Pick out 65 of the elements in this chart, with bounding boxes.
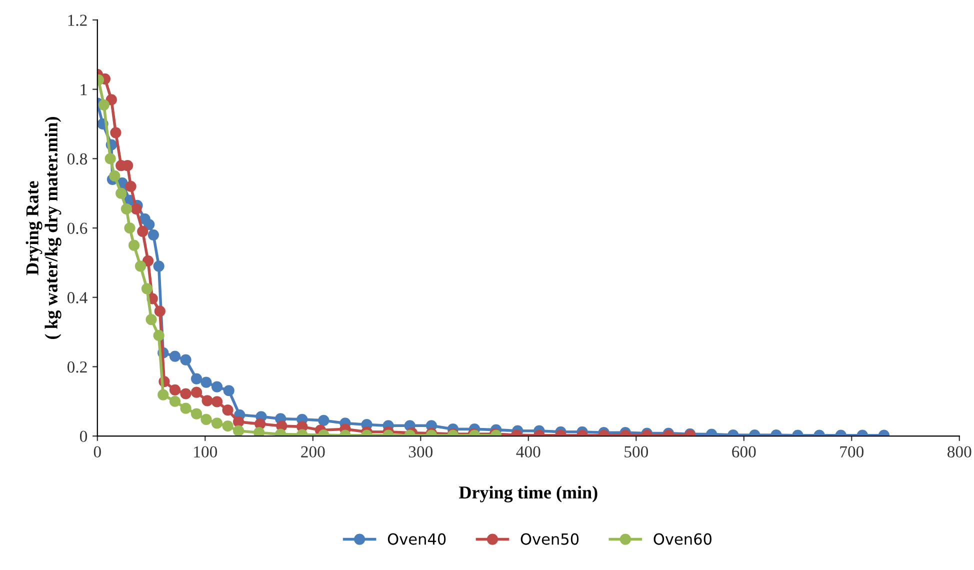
point	[180, 388, 192, 400]
point	[169, 396, 181, 407]
x-tick-label: 100	[194, 446, 218, 458]
point	[190, 373, 202, 384]
point	[104, 153, 116, 164]
point	[223, 385, 234, 396]
point	[148, 229, 159, 240]
point	[222, 404, 234, 416]
point	[110, 127, 122, 138]
y-tick-label: 1.2	[68, 14, 87, 26]
y-tick-label: 0.2	[67, 361, 87, 373]
y-axis-title: Drying Rate ( kg water/kg dry mater.min)	[26, 117, 62, 339]
x-tick-label: 600	[732, 446, 756, 458]
point	[142, 255, 154, 266]
point	[146, 314, 157, 326]
point	[158, 389, 169, 400]
point	[200, 414, 212, 425]
point	[200, 376, 212, 388]
point	[124, 222, 136, 234]
x-tick-label: 0	[94, 446, 101, 458]
point	[116, 188, 127, 199]
x-tick-label: 400	[516, 446, 540, 458]
point	[120, 203, 132, 214]
point	[190, 408, 202, 420]
point	[253, 427, 265, 436]
point	[180, 402, 192, 414]
point	[180, 354, 192, 366]
point	[141, 283, 153, 294]
x-tick-label: 800	[948, 446, 972, 458]
point	[169, 350, 181, 362]
x-tick-label: 300	[408, 446, 433, 458]
y-tick-label: 0.8	[67, 153, 88, 165]
point	[106, 94, 117, 106]
point	[169, 384, 181, 396]
point	[318, 414, 330, 426]
point	[232, 416, 244, 428]
x-axis-title: Drying time (min)	[459, 486, 598, 502]
point	[130, 203, 142, 214]
y-tick-label: 0.4	[67, 292, 88, 304]
y-tick-label: 0	[80, 430, 88, 442]
point	[202, 395, 213, 406]
point	[98, 99, 110, 110]
x-tick-label: 700	[840, 446, 864, 458]
point	[211, 396, 223, 408]
y-tick-label: 1	[80, 84, 87, 96]
point	[153, 330, 164, 342]
point	[137, 226, 148, 238]
point	[144, 218, 155, 230]
legend-label: Oven40	[388, 533, 446, 545]
y-tick-label: 0.6	[67, 222, 88, 234]
legend-label: Oven50	[520, 533, 579, 545]
point	[153, 260, 164, 272]
point	[109, 170, 120, 182]
point	[125, 180, 136, 192]
point	[211, 381, 223, 392]
legend-label: Oven60	[654, 533, 712, 545]
point	[232, 425, 244, 436]
x-tick-label: 200	[301, 446, 325, 458]
point	[211, 418, 223, 429]
point	[154, 306, 166, 317]
point	[128, 240, 140, 251]
point	[222, 420, 234, 432]
point	[134, 260, 146, 272]
point	[190, 386, 202, 398]
x-tick-label: 500	[624, 446, 648, 458]
